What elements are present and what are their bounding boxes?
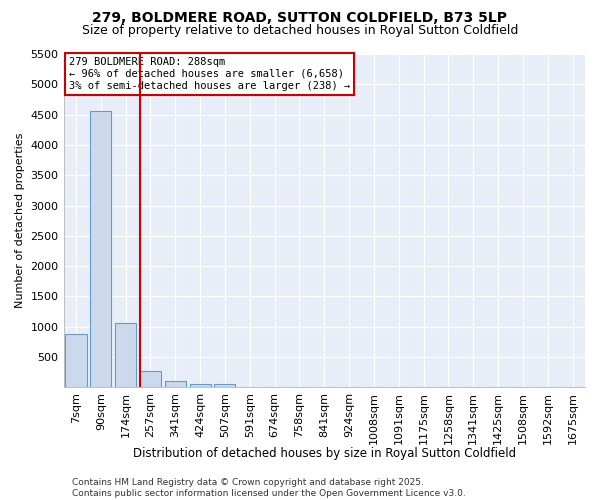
Text: Size of property relative to detached houses in Royal Sutton Coldfield: Size of property relative to detached ho… <box>82 24 518 37</box>
X-axis label: Distribution of detached houses by size in Royal Sutton Coldfield: Distribution of detached houses by size … <box>133 447 516 460</box>
Bar <box>65 334 86 388</box>
Bar <box>90 111 112 388</box>
Bar <box>214 384 235 388</box>
Bar <box>140 371 161 388</box>
Bar <box>190 384 211 388</box>
Text: 279, BOLDMERE ROAD, SUTTON COLDFIELD, B73 5LP: 279, BOLDMERE ROAD, SUTTON COLDFIELD, B7… <box>92 11 508 25</box>
Text: 279 BOLDMERE ROAD: 288sqm
← 96% of detached houses are smaller (6,658)
3% of sem: 279 BOLDMERE ROAD: 288sqm ← 96% of detac… <box>69 58 350 90</box>
Text: Contains HM Land Registry data © Crown copyright and database right 2025.
Contai: Contains HM Land Registry data © Crown c… <box>72 478 466 498</box>
Bar <box>115 323 136 388</box>
Y-axis label: Number of detached properties: Number of detached properties <box>15 133 25 308</box>
Bar <box>165 382 186 388</box>
